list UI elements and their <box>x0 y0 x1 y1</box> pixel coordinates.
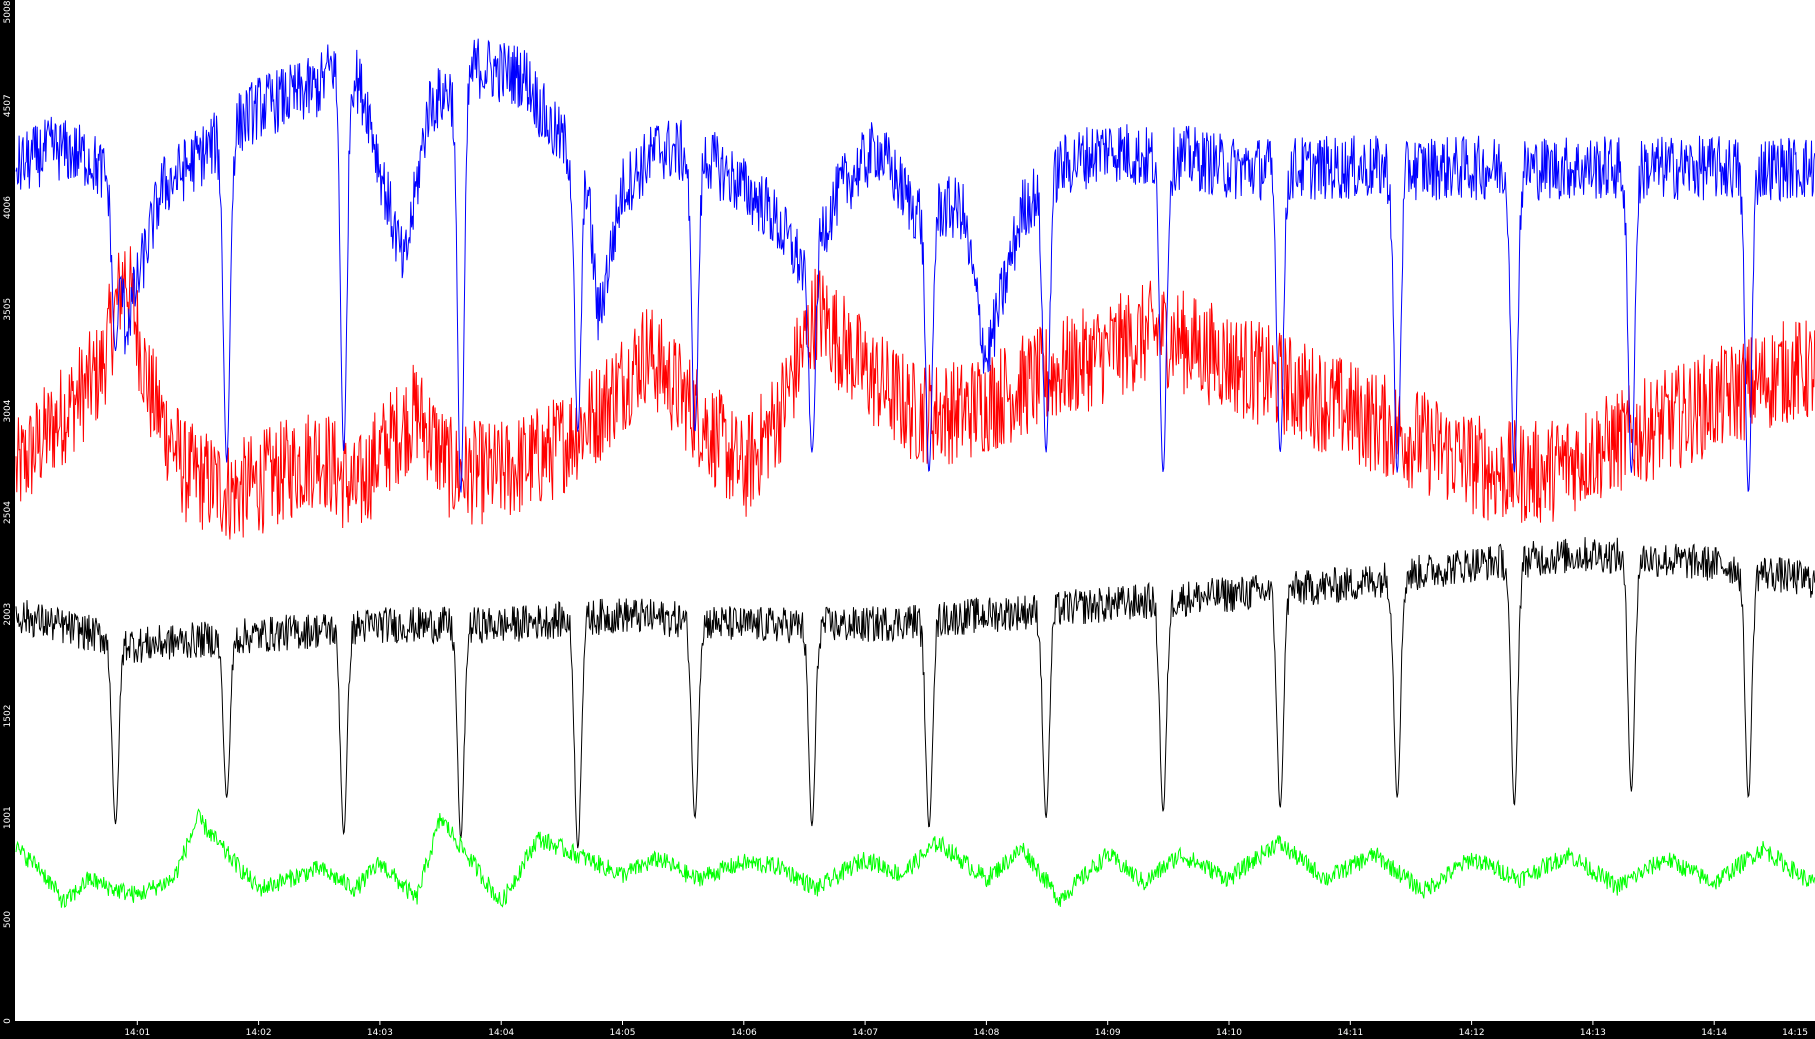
y-tick-label: 2003 <box>3 603 13 626</box>
x-tick-label: 14:14 <box>1701 1028 1727 1038</box>
y-tick-label: 2504 <box>3 501 13 524</box>
x-tick-label: 14:01 <box>124 1028 150 1038</box>
x-tick-label: 14:11 <box>1337 1028 1363 1038</box>
y-axis-strip <box>0 0 15 1039</box>
x-tick-label: 14:03 <box>367 1028 393 1038</box>
x-tick-label: 14:08 <box>973 1028 999 1038</box>
series-line-black <box>15 537 1815 849</box>
y-tick-label: 1001 <box>3 806 13 829</box>
x-tick-label: 14:02 <box>246 1028 272 1038</box>
x-tick-labels: 14:01 14:02 14:03 14:04 14:05 14:06 14:07 14:08… <box>124 1021 1808 1038</box>
series-layer <box>15 38 1815 908</box>
y-tick-label: 3505 <box>3 298 13 321</box>
x-tick-label: 14:09 <box>1095 1028 1121 1038</box>
y-tick-labels: 0 500 1001 1502 2003 2504 3004 3505 4006 4507 5008 <box>3 0 13 1024</box>
y-tick-label: 0 <box>3 1018 13 1024</box>
y-tick-label: 3004 <box>3 399 13 422</box>
x-tick-label: 14:05 <box>610 1028 636 1038</box>
x-tick-label: 14:10 <box>1216 1028 1242 1038</box>
y-tick-label: 5008 <box>3 0 13 23</box>
x-tick-label: 14:06 <box>731 1028 757 1038</box>
y-tick-label: 500 <box>3 911 13 928</box>
series-line-red <box>15 246 1815 540</box>
x-tick-label: 14:13 <box>1580 1028 1606 1038</box>
series-line-blue <box>15 38 1815 493</box>
series-line-green <box>15 808 1815 908</box>
x-axis-strip <box>0 1021 1815 1039</box>
x-tick-label: 14:12 <box>1459 1028 1485 1038</box>
x-tick-label: 14:15 <box>1782 1028 1808 1038</box>
x-tick-label: 14:07 <box>852 1028 878 1038</box>
y-tick-label: 1502 <box>3 705 13 728</box>
y-tick-label: 4006 <box>3 196 13 219</box>
x-tick-label: 14:04 <box>488 1028 514 1038</box>
y-tick-label: 4507 <box>3 94 13 117</box>
